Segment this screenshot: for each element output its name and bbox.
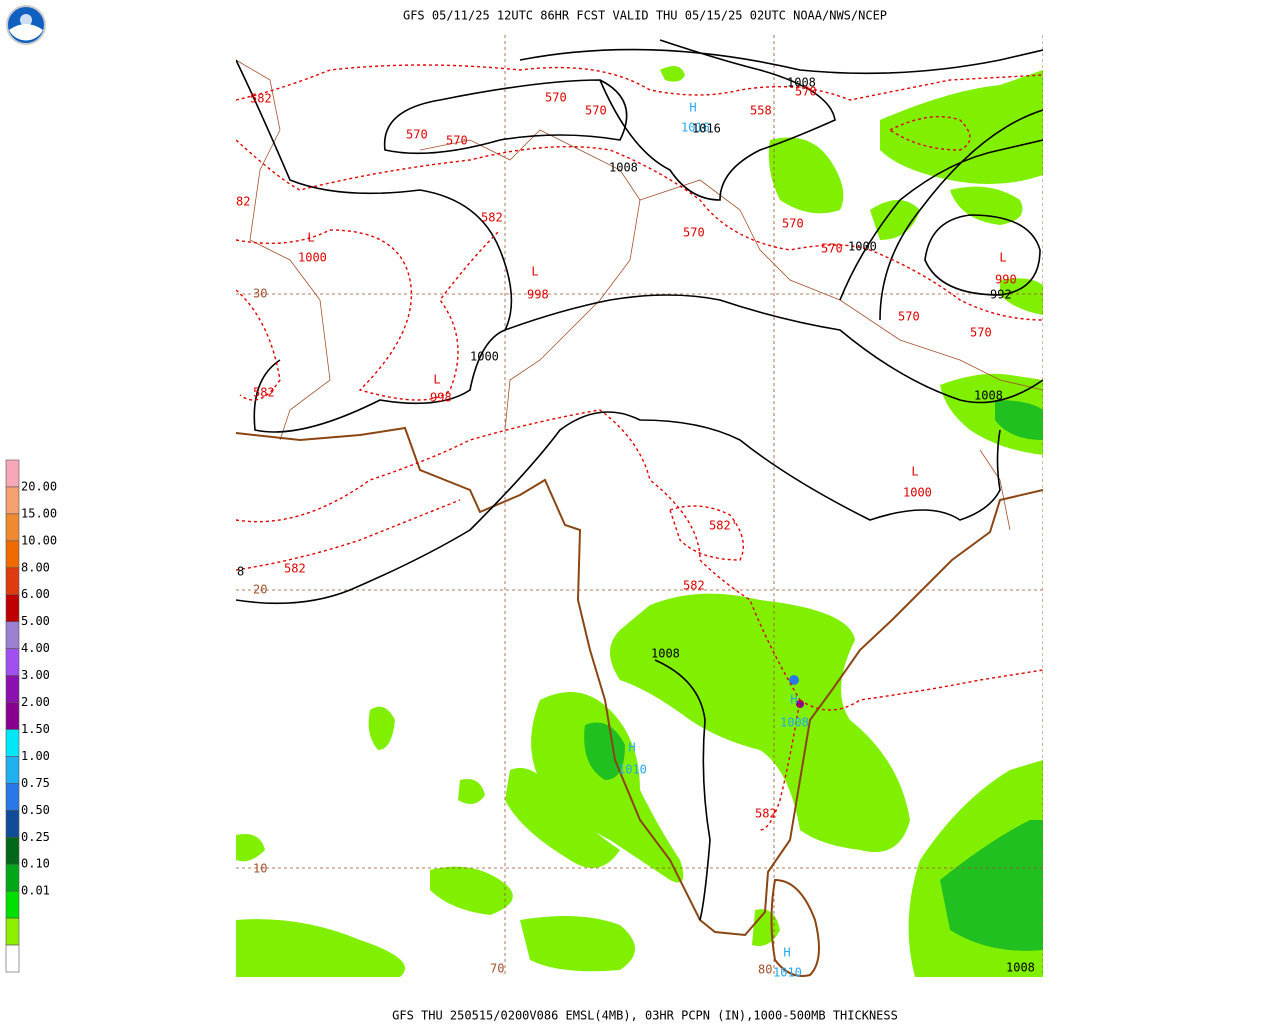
- legend-label: 2.00: [21, 695, 50, 709]
- thickness-label: 582: [253, 386, 275, 400]
- legend-swatch: [5, 648, 20, 676]
- map-title: GFS 05/11/25 12UTC 86HR FCST VALID THU 0…: [403, 9, 887, 23]
- thickness-label: 570: [545, 91, 567, 105]
- legend-swatch: [5, 459, 20, 488]
- isobar-label: 1008: [651, 647, 680, 661]
- thickness-label: 570: [585, 104, 607, 118]
- legend-swatch: [5, 540, 20, 569]
- legend-label: 1.00: [21, 749, 50, 763]
- pressure-center-value: 990: [995, 273, 1017, 287]
- thickness-label: 82: [236, 195, 250, 209]
- isobar-label: 1000: [470, 350, 499, 364]
- thickness-label: 570: [683, 226, 705, 240]
- legend-swatch: [5, 675, 20, 703]
- pressure-center-value: 1000: [903, 486, 932, 500]
- pressure-center-symbol: H: [628, 741, 635, 755]
- pressure-center-symbol: H: [790, 693, 797, 707]
- isobars: [236, 39, 1043, 921]
- legend-swatch: [5, 944, 20, 973]
- legend-swatch: [5, 756, 20, 784]
- thickness-label: 570: [406, 128, 428, 142]
- legend-swatch: [5, 810, 20, 838]
- thickness-label: 558: [750, 104, 772, 118]
- legend-swatch: [5, 594, 20, 622]
- grid-lines: [236, 35, 1043, 977]
- isobar-label: 1008: [974, 389, 1003, 403]
- latitude-label: 10: [253, 862, 267, 876]
- map-area: 30 20 10 70 80 L 1000 L 998 L 998 L 1000 L 990 H 1016 H 10…: [236, 35, 1043, 980]
- isobar-label: 1008: [609, 161, 638, 175]
- legend-label: 4.00: [21, 641, 50, 655]
- noaa-logo: [6, 5, 46, 45]
- pressure-center-symbol: L: [433, 373, 440, 387]
- legend-swatch: [5, 486, 20, 515]
- pressure-center-value: 1016: [681, 121, 710, 135]
- thickness-label: 570: [446, 134, 468, 148]
- pressure-center-symbol: L: [911, 465, 918, 479]
- thickness-label: 582: [481, 211, 503, 225]
- map-caption: GFS THU 250515/0200V086 EMSL(4MB), 03HR …: [392, 1009, 898, 1023]
- legend-swatch: [5, 836, 20, 865]
- isobar-label: 992: [990, 288, 1012, 302]
- legend-label: 0.25: [21, 830, 50, 844]
- pressure-center-value: 1010: [773, 966, 802, 980]
- isobar-label: 1008: [1006, 961, 1035, 975]
- legend-label: 0.01: [21, 884, 50, 898]
- legend-label: 0.10: [21, 857, 50, 871]
- thickness-label: 582: [250, 92, 272, 106]
- legend-label: 8.00: [21, 560, 50, 574]
- coastline: [236, 426, 1043, 977]
- legend-label: 20.00: [21, 479, 57, 493]
- precip-legend: 20.00 15.00 10.00 8.00 6.00 5.00 4.00 3.00 2.00 1…: [5, 459, 57, 973]
- legend-swatch: [5, 513, 20, 542]
- latitude-label: 30: [253, 287, 267, 301]
- thickness-label: 582': [709, 519, 738, 533]
- legend-swatch: [5, 863, 20, 892]
- legend-label: 6.00: [21, 587, 50, 601]
- pressure-center-value: 998: [430, 391, 452, 405]
- thickness-label: 582: [755, 807, 777, 821]
- pressure-center-symbol: L: [307, 231, 314, 245]
- legend-label: 5.00: [21, 614, 50, 628]
- pressure-center-value: 1000: [298, 251, 327, 265]
- legend-swatch: [5, 567, 20, 596]
- thickness-label: 570: [970, 326, 992, 340]
- pressure-center-symbol: H: [783, 946, 790, 960]
- legend-swatch: [5, 702, 20, 730]
- isobar-label: 1016: [692, 122, 721, 136]
- thickness-contours: [236, 64, 1043, 831]
- thickness-label: 570: [821, 242, 843, 256]
- legend-label: 0.75: [21, 776, 50, 790]
- pressure-center-value: 998: [527, 288, 549, 302]
- legend-label: 1.50: [21, 722, 50, 736]
- map-labels: 30 20 10 70 80 L 1000 L 998 L 998 L 1000 L 990 H 1016 H 10…: [236, 76, 1035, 980]
- legend-swatch: [5, 621, 20, 649]
- longitude-label: 80: [758, 963, 772, 977]
- pressure-center-symbol: H: [689, 101, 696, 115]
- precipitation: [236, 66, 1043, 977]
- thickness-label: 582: [284, 562, 306, 576]
- pressure-center-value: 1010: [618, 763, 647, 777]
- thickness-label: 582: [683, 579, 705, 593]
- legend-swatch: [5, 890, 20, 919]
- legend-swatch: [5, 783, 20, 811]
- legend-swatch: [5, 917, 20, 946]
- pressure-center-symbol: L: [999, 251, 1006, 265]
- thickness-label: 570: [898, 310, 920, 324]
- legend-label: 15.00: [21, 506, 57, 520]
- latitude-label: 20: [253, 583, 267, 597]
- longitude-label: 70: [490, 962, 504, 976]
- isobar-label: 1000: [848, 240, 877, 254]
- legend-label: 3.00: [21, 668, 50, 682]
- isobar-label: 8: [237, 565, 244, 579]
- pressure-center-value: 1008: [780, 716, 809, 730]
- thickness-label: 570: [782, 217, 804, 231]
- isobar-label: 1008: [787, 76, 816, 90]
- legend-swatch: [5, 729, 20, 757]
- thickness-label: 570: [795, 85, 817, 99]
- legend-label: 10.00: [21, 533, 57, 547]
- legend-label: 0.50: [21, 803, 50, 817]
- pressure-center-symbol: L: [531, 265, 538, 279]
